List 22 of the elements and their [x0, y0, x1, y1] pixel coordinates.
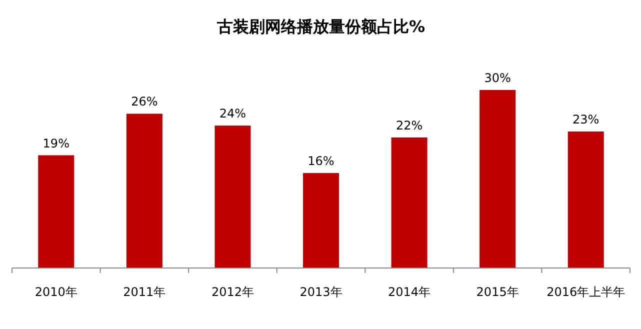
x-tick-label: 2010年	[34, 285, 78, 299]
data-label: 22%	[396, 118, 423, 132]
x-tick-label: 2012年	[211, 285, 254, 299]
bar	[126, 114, 162, 268]
data-label: 26%	[131, 94, 158, 109]
x-tick-label: 2016年上半年	[546, 285, 626, 299]
bar	[568, 132, 604, 268]
x-tick-label: 2015年	[476, 285, 519, 299]
bar	[214, 126, 251, 268]
data-label: 23%	[572, 112, 600, 127]
bar	[480, 90, 516, 268]
bar	[391, 137, 428, 268]
data-label: 30%	[484, 71, 511, 85]
data-label: 16%	[308, 154, 334, 168]
x-tick-label: 2014年	[388, 285, 431, 299]
chart-title: 古装剧网络播放量份额占比%	[216, 17, 426, 36]
data-label: 19%	[42, 136, 70, 150]
bar	[303, 173, 339, 268]
bar	[38, 155, 74, 268]
x-tick-label: 2011年	[123, 285, 166, 299]
x-tick-label: 2013年	[300, 285, 342, 299]
data-label: 24%	[219, 106, 246, 121]
